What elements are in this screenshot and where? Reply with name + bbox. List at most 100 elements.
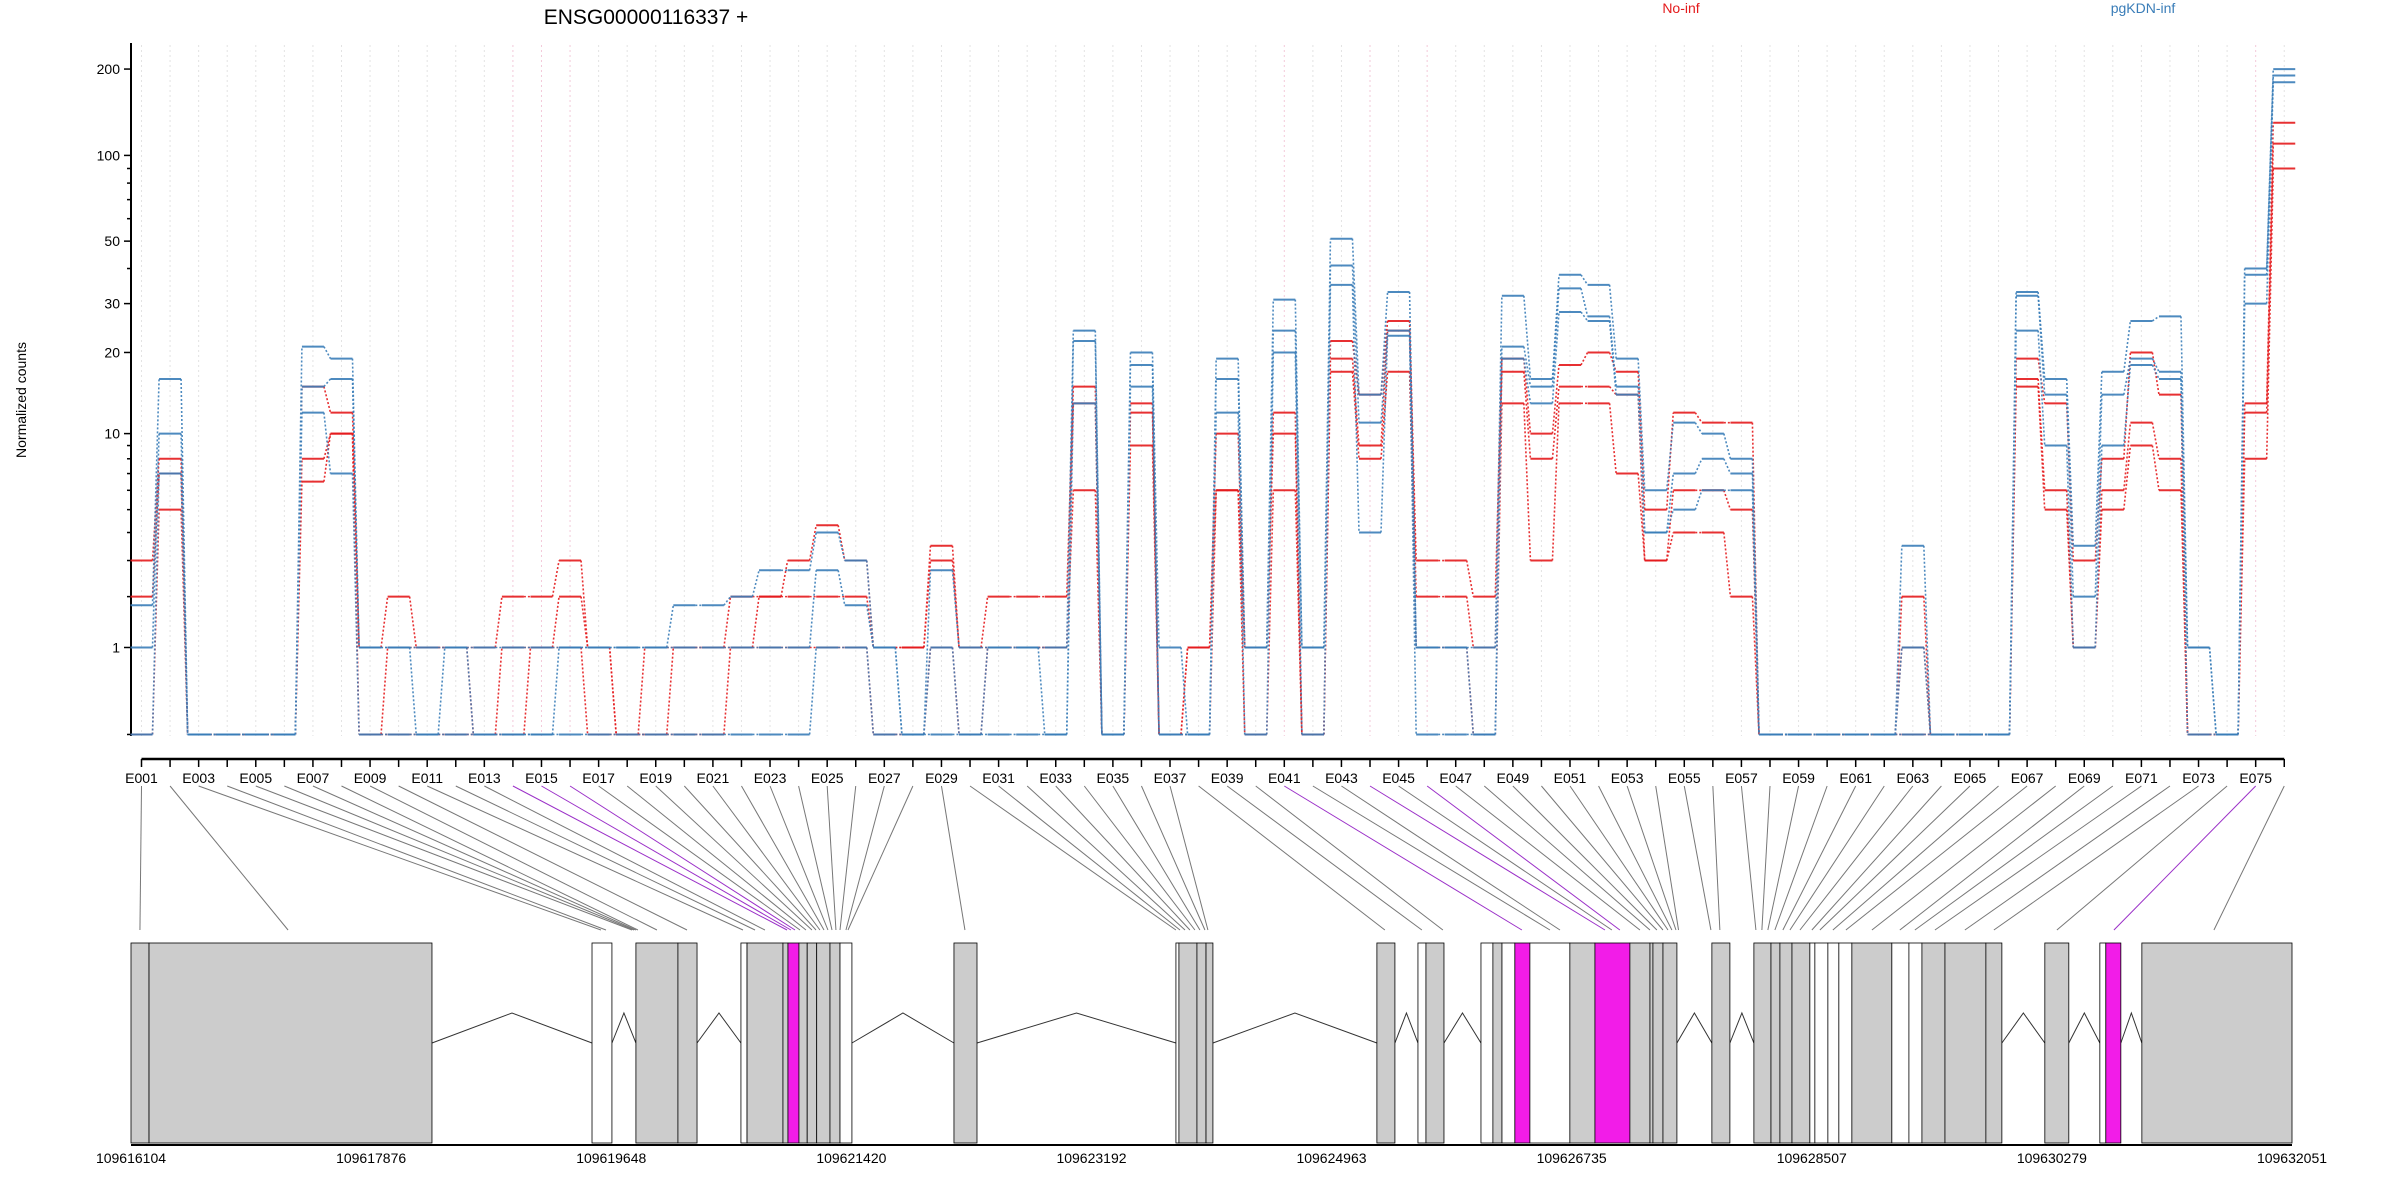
exon-connector — [1083, 785, 1196, 931]
exon-label: E055 — [1668, 770, 1701, 786]
exon-bin — [1501, 942, 1516, 1144]
series-connector — [1751, 596, 1760, 735]
exon-bin — [130, 942, 150, 1144]
series-connector — [780, 560, 789, 597]
series-connector — [1265, 352, 1275, 735]
intron — [1212, 1012, 1378, 1044]
series-connector — [1180, 647, 1189, 735]
genomic-tick-label: 109624963 — [1296, 1150, 1366, 1166]
exon-bin — [1711, 942, 1731, 1144]
series-connector — [1694, 458, 1703, 474]
exon-label: E071 — [2125, 770, 2158, 786]
series-connector — [1465, 560, 1475, 597]
series-connector — [1523, 358, 1532, 404]
exon-label: E053 — [1611, 770, 1644, 786]
series-connector — [1094, 403, 1103, 735]
series-connector — [1665, 473, 1675, 533]
exon-connector — [1398, 785, 1613, 931]
intron — [2068, 1011, 2101, 1044]
exon-connector — [2056, 785, 2228, 931]
series-connector — [2037, 291, 2046, 380]
intron — [611, 1011, 637, 1044]
series-connector — [1637, 358, 1646, 491]
series-connector — [2094, 371, 2103, 546]
genomic-tick-label: 109621420 — [816, 1150, 886, 1166]
series-connector — [1351, 358, 1360, 446]
significant-exon-connector — [1284, 785, 1523, 931]
series-connector — [1608, 320, 1617, 395]
exon-label: E051 — [1554, 770, 1587, 786]
series-connector — [1580, 274, 1589, 286]
exon-bin — [1809, 942, 1816, 1144]
exon-label: E005 — [239, 770, 272, 786]
exon-bin — [1480, 942, 1494, 1144]
series-connector — [951, 647, 960, 735]
series-connector — [2180, 316, 2189, 648]
series-connector — [2065, 445, 2075, 648]
series-connector — [1665, 422, 1675, 491]
series-connector — [323, 433, 332, 482]
series-connector — [2208, 647, 2217, 735]
series-connector — [1723, 433, 1732, 459]
exon-connector — [227, 785, 607, 931]
exon-bin — [1944, 942, 1987, 1144]
series-connector — [2065, 509, 2075, 648]
exon-bin — [1851, 942, 1893, 1144]
series-connector — [1723, 458, 1732, 474]
exon-label: E009 — [354, 770, 387, 786]
exon-connector — [598, 785, 801, 931]
exon-label: E029 — [925, 770, 958, 786]
exon-connector — [683, 785, 817, 931]
genomic-axis: 109616104 109617876 109619648 109621420 1096… — [96, 1144, 2327, 1166]
series-connector — [808, 570, 817, 648]
series-connector — [1608, 316, 1617, 387]
series-connector — [1237, 378, 1246, 648]
exon-bin — [798, 942, 808, 1144]
exon-connector — [1312, 785, 1551, 931]
series-connector — [551, 560, 560, 597]
series-connector — [2151, 422, 2160, 459]
series-connector — [865, 647, 875, 735]
exon-bin — [1425, 942, 1445, 1144]
significant-exon-bin — [1514, 942, 1531, 1144]
exon-connector — [798, 785, 833, 931]
exon-bin — [816, 942, 831, 1144]
series-connector — [323, 378, 332, 388]
series-connector — [1580, 352, 1589, 366]
intron — [1394, 1011, 1419, 1044]
exon-label: E049 — [1497, 770, 1530, 786]
y-tick-label: 1 — [112, 639, 120, 655]
exon-label: E023 — [754, 770, 787, 786]
series-connector — [923, 560, 932, 648]
exon-connector — [712, 785, 821, 931]
exon-connector — [1811, 785, 1942, 931]
exon-bin — [1649, 942, 1654, 1144]
series-connector — [1580, 311, 1589, 322]
series-connector — [1665, 509, 1675, 533]
exon-connector — [1541, 785, 1664, 931]
exon-connector — [312, 785, 637, 931]
series-connector — [1265, 330, 1275, 648]
exon-bin — [1753, 942, 1772, 1144]
y-tick-label: 50 — [104, 233, 120, 249]
intron — [1443, 1012, 1482, 1044]
series-connector — [351, 412, 360, 648]
series-connector — [2037, 378, 2046, 491]
series-connector — [2265, 75, 2275, 275]
series-connector — [1608, 386, 1617, 396]
series-connector — [1637, 473, 1646, 561]
exon-bin — [1770, 942, 1781, 1144]
exon-bin — [1529, 942, 1571, 1144]
series-connector — [1380, 330, 1389, 423]
intron — [431, 1012, 593, 1044]
exon-connector — [1026, 785, 1186, 931]
exon-connector — [741, 785, 825, 931]
significant-exon-connector — [512, 785, 788, 931]
exon-connector — [1819, 785, 1971, 931]
exon-connector — [1341, 785, 1561, 931]
exon-bin — [2141, 942, 2293, 1144]
exon-label: E073 — [2182, 770, 2215, 786]
series-connector — [1580, 288, 1589, 317]
series-connector — [1637, 394, 1646, 533]
series-connector — [1180, 647, 1189, 735]
